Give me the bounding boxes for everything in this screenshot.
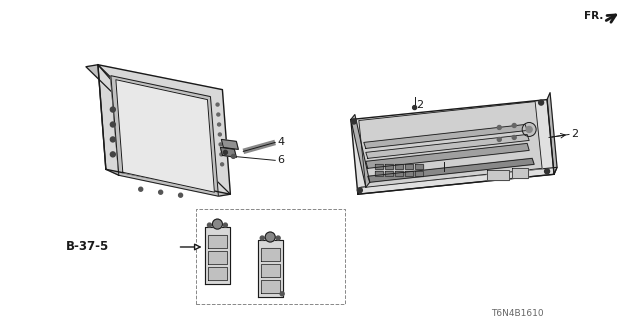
- Circle shape: [413, 106, 417, 109]
- Polygon shape: [221, 140, 238, 149]
- Circle shape: [110, 122, 115, 127]
- Circle shape: [280, 292, 284, 296]
- Text: 2: 2: [417, 100, 424, 109]
- Polygon shape: [375, 164, 383, 169]
- Polygon shape: [261, 264, 280, 277]
- Circle shape: [260, 236, 264, 240]
- Polygon shape: [385, 164, 393, 169]
- Polygon shape: [205, 227, 230, 284]
- Polygon shape: [415, 164, 422, 169]
- Circle shape: [497, 137, 501, 141]
- Circle shape: [221, 163, 223, 166]
- Polygon shape: [512, 168, 528, 178]
- Circle shape: [232, 154, 236, 158]
- Text: 4: 4: [277, 137, 284, 148]
- Circle shape: [351, 119, 356, 124]
- Circle shape: [522, 123, 536, 136]
- Polygon shape: [547, 92, 557, 174]
- Circle shape: [207, 223, 211, 227]
- Polygon shape: [415, 171, 422, 176]
- Circle shape: [545, 169, 550, 174]
- Polygon shape: [220, 148, 236, 157]
- Circle shape: [110, 137, 115, 142]
- Polygon shape: [111, 76, 218, 196]
- Text: 6: 6: [277, 155, 284, 165]
- Polygon shape: [385, 171, 393, 176]
- Polygon shape: [209, 235, 227, 248]
- Circle shape: [159, 190, 163, 194]
- Text: 2: 2: [571, 130, 578, 140]
- Polygon shape: [116, 80, 214, 192]
- Text: T6N4B1610: T6N4B1610: [492, 309, 544, 318]
- Polygon shape: [209, 251, 227, 264]
- Circle shape: [512, 124, 516, 127]
- Text: 5: 5: [447, 157, 454, 167]
- Circle shape: [217, 113, 220, 116]
- Circle shape: [110, 152, 115, 157]
- Text: FR.: FR.: [584, 11, 604, 21]
- Polygon shape: [487, 170, 509, 180]
- Circle shape: [110, 107, 115, 112]
- Polygon shape: [261, 248, 280, 261]
- Polygon shape: [98, 65, 230, 194]
- Circle shape: [526, 126, 532, 132]
- Circle shape: [216, 103, 219, 106]
- Circle shape: [139, 187, 143, 191]
- Polygon shape: [404, 164, 413, 169]
- Polygon shape: [404, 171, 413, 176]
- Polygon shape: [395, 171, 403, 176]
- Circle shape: [497, 125, 501, 130]
- Polygon shape: [261, 280, 280, 293]
- Polygon shape: [366, 134, 529, 158]
- Circle shape: [220, 153, 223, 156]
- Polygon shape: [375, 171, 383, 176]
- Polygon shape: [364, 124, 527, 148]
- Polygon shape: [259, 240, 283, 297]
- Text: B-37-5: B-37-5: [66, 241, 109, 253]
- Circle shape: [357, 188, 362, 193]
- Circle shape: [212, 219, 222, 229]
- Circle shape: [276, 236, 280, 240]
- Polygon shape: [98, 65, 119, 175]
- Circle shape: [223, 223, 227, 227]
- Circle shape: [512, 135, 516, 140]
- Circle shape: [219, 143, 222, 146]
- Polygon shape: [366, 143, 529, 168]
- Polygon shape: [359, 101, 542, 187]
- Circle shape: [539, 100, 543, 105]
- Circle shape: [218, 133, 221, 136]
- Circle shape: [179, 193, 182, 197]
- Polygon shape: [351, 100, 554, 194]
- Polygon shape: [358, 167, 557, 194]
- Circle shape: [265, 232, 275, 242]
- Circle shape: [218, 123, 221, 126]
- Polygon shape: [395, 164, 403, 169]
- Polygon shape: [351, 115, 370, 187]
- Polygon shape: [368, 158, 534, 182]
- Circle shape: [223, 150, 227, 154]
- Polygon shape: [86, 65, 230, 196]
- Polygon shape: [209, 267, 227, 280]
